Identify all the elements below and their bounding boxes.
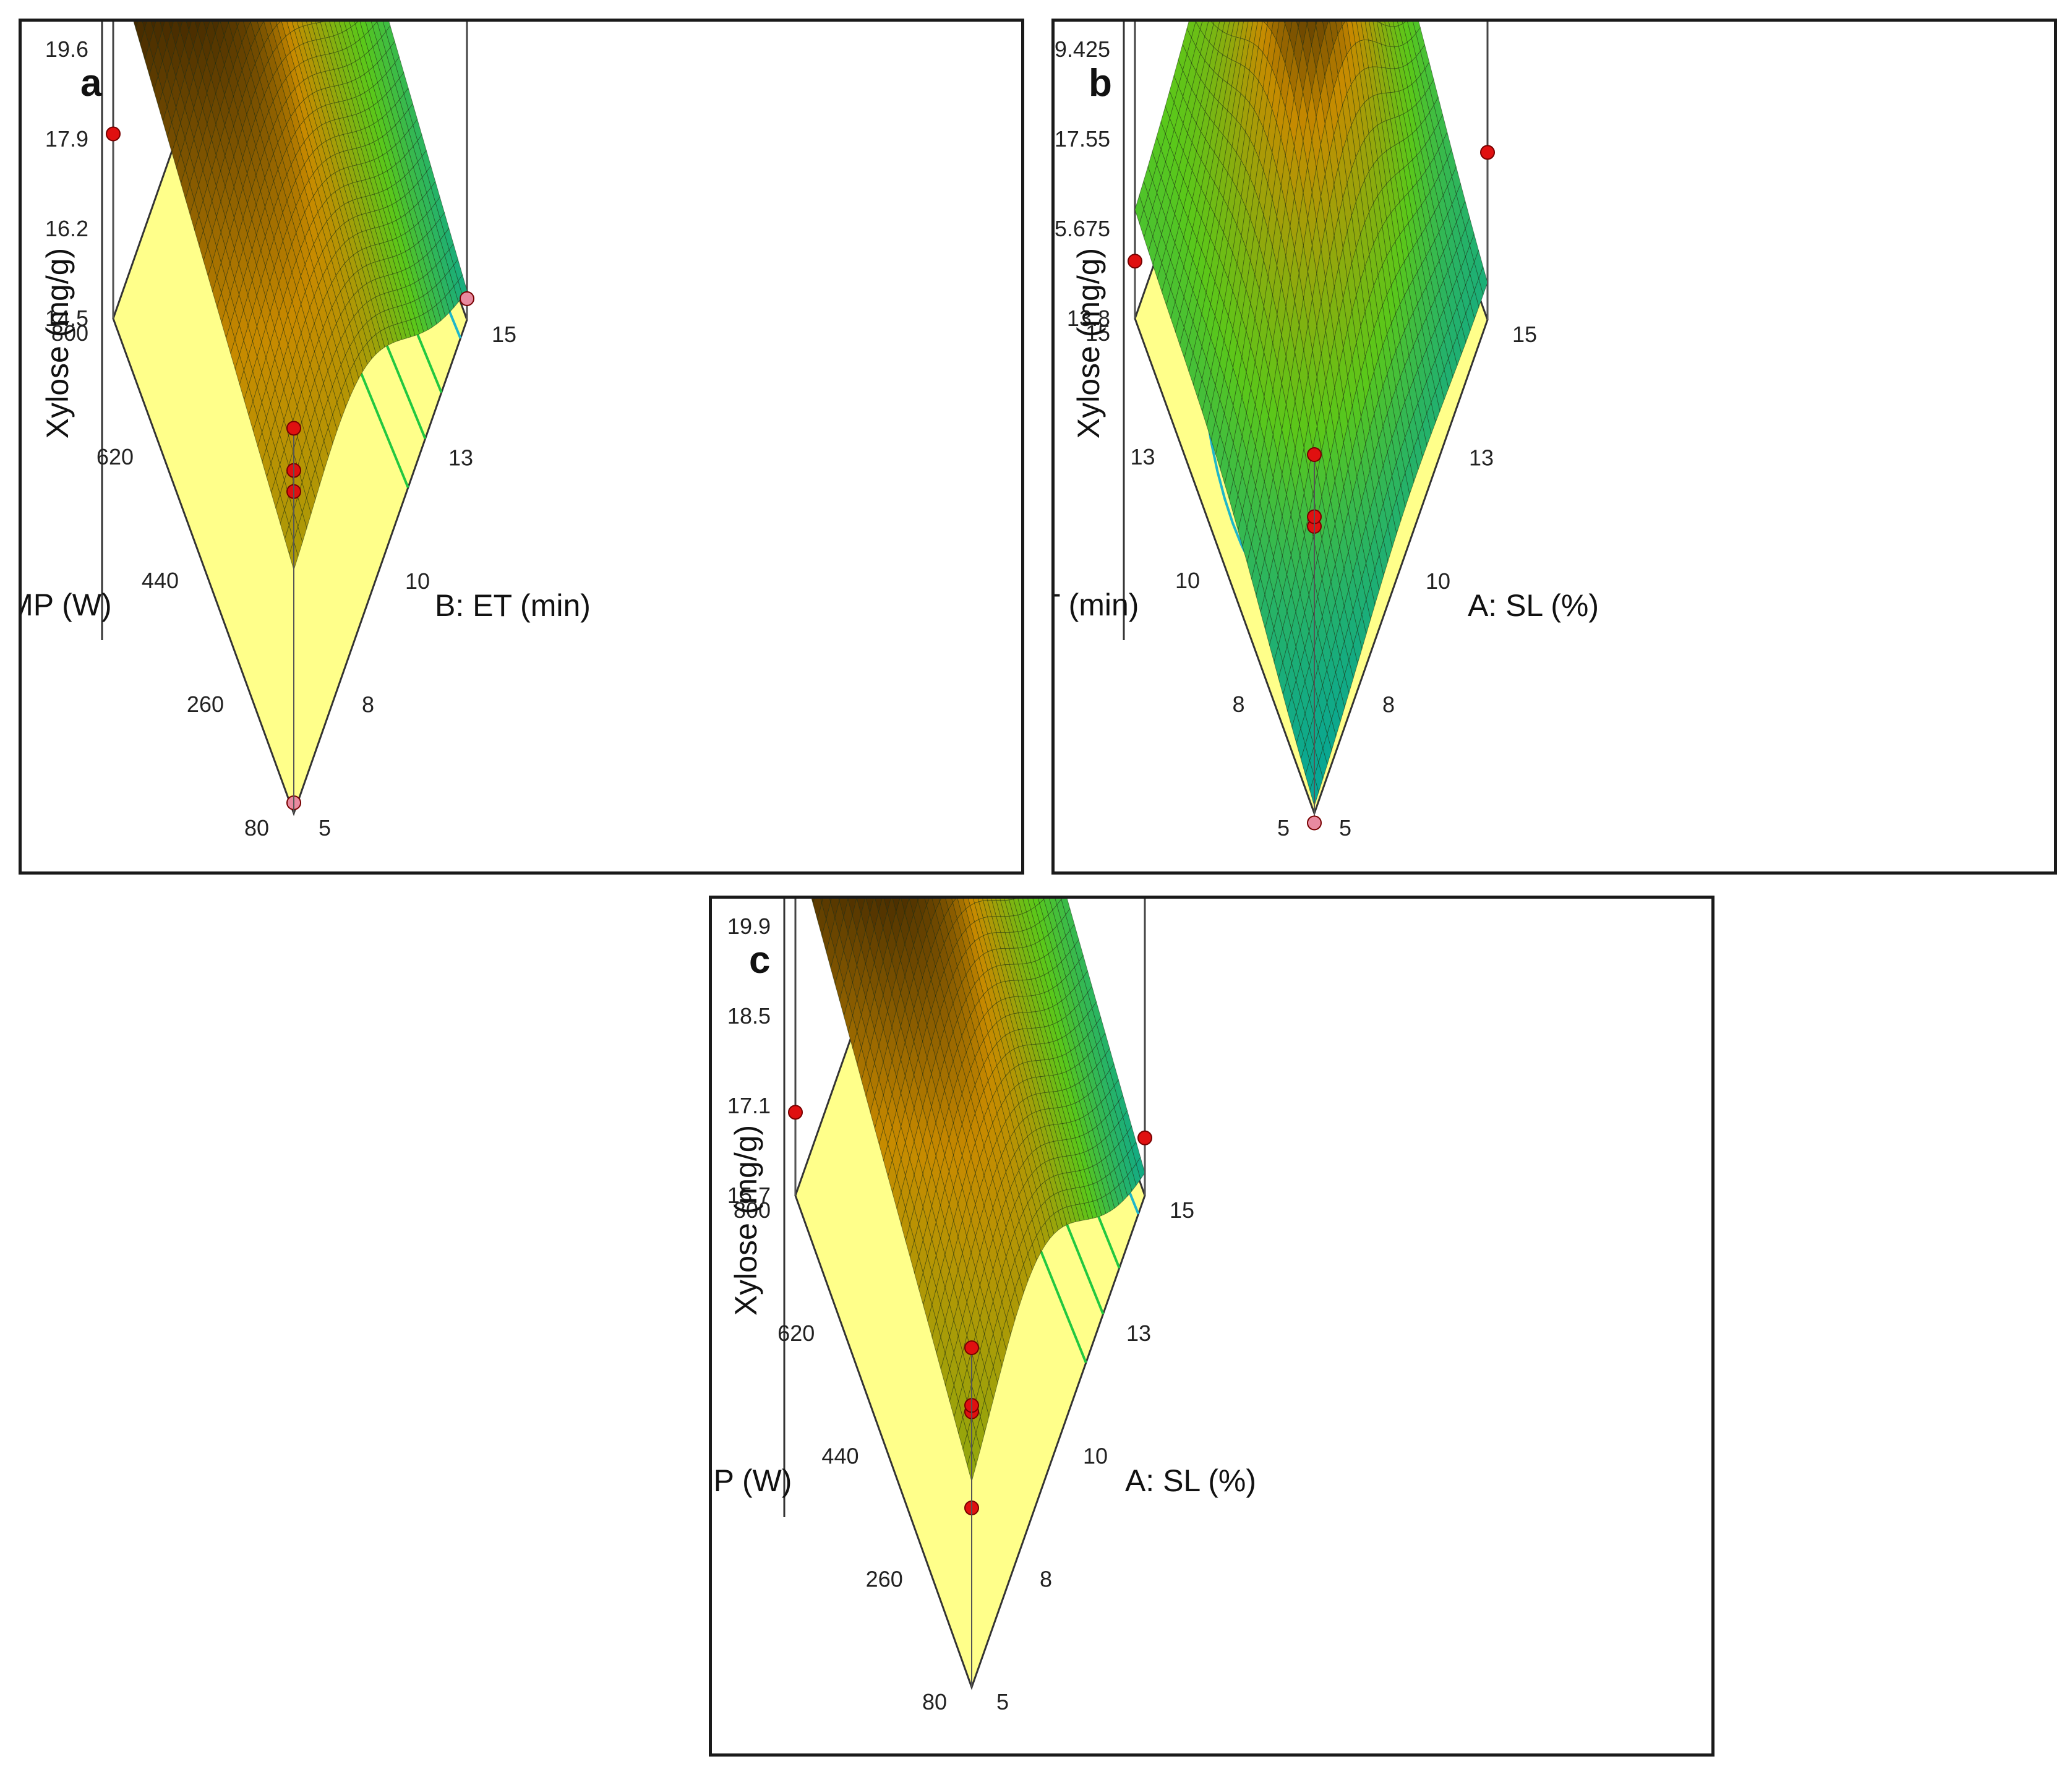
panel-letter: a bbox=[80, 62, 102, 105]
left-axis-tick-label: 620 bbox=[96, 444, 134, 469]
right-axis-tick-label: 10 bbox=[405, 568, 430, 594]
left-axis-label: B: ET (min) bbox=[1055, 588, 1139, 622]
design-point bbox=[1137, 1130, 1152, 1145]
right-axis-tick-label: 8 bbox=[1382, 692, 1395, 717]
left-axis-tick-label: 800 bbox=[51, 320, 88, 346]
left-axis-tick-label: 5 bbox=[1277, 815, 1290, 841]
right-axis-tick-label: 5 bbox=[996, 1689, 1009, 1714]
z-tick-label: 17.55 bbox=[1055, 126, 1110, 152]
design-point bbox=[1128, 254, 1142, 269]
z-tick-label: 18.5 bbox=[727, 1003, 771, 1029]
surface-cell bbox=[150, 22, 156, 31]
left-axis-label: C: MP (W) bbox=[22, 588, 112, 622]
z-axis-label: Xylose (mg/g) bbox=[729, 1125, 763, 1316]
right-axis-tick-label: 13 bbox=[1469, 445, 1494, 471]
design-point bbox=[1307, 447, 1322, 462]
left-axis-tick-label: 80 bbox=[922, 1689, 947, 1714]
right-axis-tick-label: 15 bbox=[492, 322, 516, 347]
left-axis-tick-label: 440 bbox=[821, 1444, 858, 1469]
z-axis-label: Xylose (mg/g) bbox=[1071, 248, 1106, 439]
surface-cell bbox=[142, 22, 147, 31]
left-axis-tick-label: 13 bbox=[1130, 444, 1155, 469]
right-axis-label: A: SL (%) bbox=[1125, 1463, 1256, 1498]
surface-cell bbox=[811, 899, 815, 905]
design-point bbox=[1307, 815, 1322, 831]
z-tick-label: 15.7 bbox=[727, 1183, 771, 1208]
right-axis-tick-label: 13 bbox=[448, 445, 473, 471]
panel-letter: b bbox=[1089, 62, 1112, 105]
surface-cell bbox=[160, 22, 165, 32]
right-axis-label: B: ET (min) bbox=[435, 588, 591, 623]
left-axis-tick-label: 620 bbox=[777, 1321, 815, 1346]
right-axis-tick-label: 13 bbox=[1126, 1321, 1151, 1346]
panel-c: 15.717.118.519.921.380260440620800C: MP … bbox=[709, 896, 1715, 1757]
surface-plot-a: 14.516.217.919.621.380260440620800C: MP … bbox=[22, 22, 591, 841]
z-tick-label: 17.1 bbox=[727, 1093, 771, 1118]
right-axis-tick-label: 15 bbox=[1170, 1197, 1194, 1223]
right-axis-tick-label: 5 bbox=[319, 815, 331, 841]
surface-cell bbox=[168, 22, 174, 32]
z-tick-label: 13.8 bbox=[1067, 306, 1110, 331]
left-axis-tick-label: 800 bbox=[734, 1197, 771, 1223]
surface-cell bbox=[133, 22, 139, 30]
left-axis-tick-label: 80 bbox=[244, 815, 269, 841]
z-tick-label: 19.425 bbox=[1055, 36, 1110, 62]
z-tick-label: 19.9 bbox=[727, 914, 771, 939]
z-tick-label: 19.6 bbox=[45, 36, 88, 62]
design-point bbox=[460, 291, 474, 306]
right-axis-tick-label: 8 bbox=[1040, 1566, 1052, 1591]
response-surface bbox=[1134, 22, 1488, 807]
design-point bbox=[106, 126, 121, 142]
left-axis-tick-label: 440 bbox=[142, 568, 179, 593]
design-point bbox=[286, 421, 301, 436]
surface-cell bbox=[177, 22, 183, 32]
right-axis-tick-label: 8 bbox=[362, 692, 374, 717]
left-axis-label: C: MP (W) bbox=[712, 1463, 792, 1498]
surface-cell bbox=[1296, 22, 1300, 28]
surface-cell bbox=[186, 22, 192, 32]
z-tick-label: 17.9 bbox=[45, 126, 88, 152]
surface-cell bbox=[194, 22, 201, 32]
panel-letter: c bbox=[749, 939, 770, 982]
right-axis-tick-label: 10 bbox=[1426, 568, 1450, 594]
left-axis-tick-label: 10 bbox=[1175, 568, 1200, 593]
design-point bbox=[788, 1105, 803, 1120]
surface-cell bbox=[820, 899, 823, 904]
right-axis-tick-label: 10 bbox=[1083, 1444, 1108, 1469]
right-axis-tick-label: 15 bbox=[1512, 322, 1537, 347]
right-axis-label: A: SL (%) bbox=[1468, 588, 1599, 623]
left-axis-tick-label: 15 bbox=[1085, 320, 1110, 346]
z-tick-label: 15.675 bbox=[1055, 216, 1110, 241]
left-axis-tick-label: 8 bbox=[1232, 691, 1244, 717]
surface-cell bbox=[235, 22, 240, 28]
panel-a: 14.516.217.919.621.380260440620800C: MP … bbox=[19, 19, 1024, 875]
left-axis-tick-label: 260 bbox=[866, 1566, 903, 1591]
design-point bbox=[1480, 145, 1495, 160]
left-axis-tick-label: 260 bbox=[187, 691, 224, 717]
right-axis-tick-label: 5 bbox=[1339, 815, 1351, 841]
z-tick-label: 16.2 bbox=[45, 216, 88, 241]
response-surface bbox=[811, 899, 1145, 1483]
surface-plot-c: 15.717.118.519.921.380260440620800C: MP … bbox=[712, 899, 1256, 1714]
z-tick-label: 14.5 bbox=[45, 306, 88, 331]
surface-cell bbox=[924, 899, 930, 907]
design-point bbox=[964, 1340, 979, 1356]
response-surface bbox=[133, 22, 468, 571]
z-axis-label: Xylose (mg/g) bbox=[40, 248, 75, 439]
